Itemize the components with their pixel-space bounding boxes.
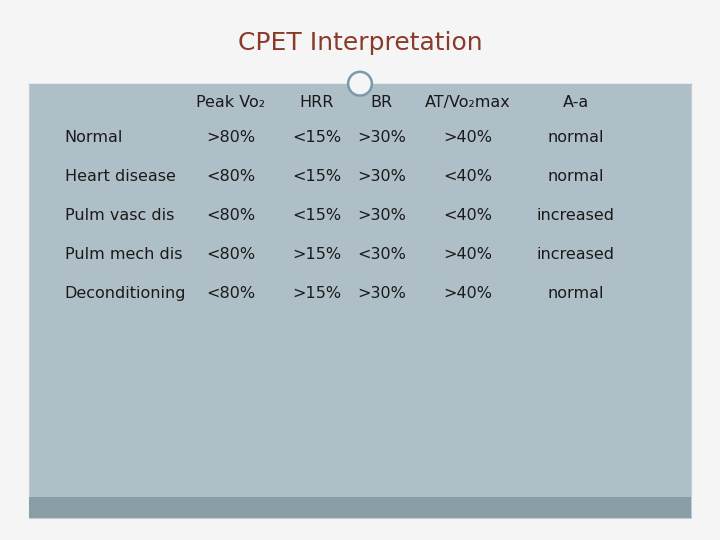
- Ellipse shape: [348, 72, 372, 96]
- Text: >40%: >40%: [444, 247, 492, 262]
- Text: increased: increased: [537, 208, 615, 223]
- Text: >30%: >30%: [357, 208, 406, 223]
- Text: <30%: <30%: [357, 247, 406, 262]
- Text: <15%: <15%: [292, 169, 341, 184]
- Text: >15%: >15%: [292, 247, 341, 262]
- Text: <40%: <40%: [444, 208, 492, 223]
- Text: <15%: <15%: [292, 208, 341, 223]
- Text: A-a: A-a: [563, 95, 589, 110]
- Text: >30%: >30%: [357, 169, 406, 184]
- Text: <40%: <40%: [444, 169, 492, 184]
- FancyBboxPatch shape: [0, 0, 720, 84]
- Text: <80%: <80%: [206, 286, 255, 301]
- Text: >30%: >30%: [357, 130, 406, 145]
- Text: Pulm mech dis: Pulm mech dis: [65, 247, 182, 262]
- Text: Pulm vasc dis: Pulm vasc dis: [65, 208, 174, 223]
- Text: Normal: Normal: [65, 130, 123, 145]
- Text: >15%: >15%: [292, 286, 341, 301]
- Text: normal: normal: [548, 169, 604, 184]
- Text: >30%: >30%: [357, 286, 406, 301]
- Text: <80%: <80%: [206, 247, 255, 262]
- Text: >40%: >40%: [444, 130, 492, 145]
- Text: Peak Vo₂: Peak Vo₂: [196, 95, 265, 110]
- FancyBboxPatch shape: [29, 84, 691, 518]
- FancyBboxPatch shape: [29, 497, 691, 518]
- Text: <80%: <80%: [206, 169, 255, 184]
- Text: >40%: >40%: [444, 286, 492, 301]
- Text: <15%: <15%: [292, 130, 341, 145]
- Text: HRR: HRR: [300, 95, 334, 110]
- Text: >80%: >80%: [206, 130, 255, 145]
- Text: AT/Vo₂max: AT/Vo₂max: [425, 95, 511, 110]
- Text: normal: normal: [548, 286, 604, 301]
- Text: normal: normal: [548, 130, 604, 145]
- Text: BR: BR: [371, 95, 392, 110]
- Text: CPET Interpretation: CPET Interpretation: [238, 31, 482, 55]
- Text: increased: increased: [537, 247, 615, 262]
- Text: Deconditioning: Deconditioning: [65, 286, 186, 301]
- Text: Heart disease: Heart disease: [65, 169, 176, 184]
- Text: <80%: <80%: [206, 208, 255, 223]
